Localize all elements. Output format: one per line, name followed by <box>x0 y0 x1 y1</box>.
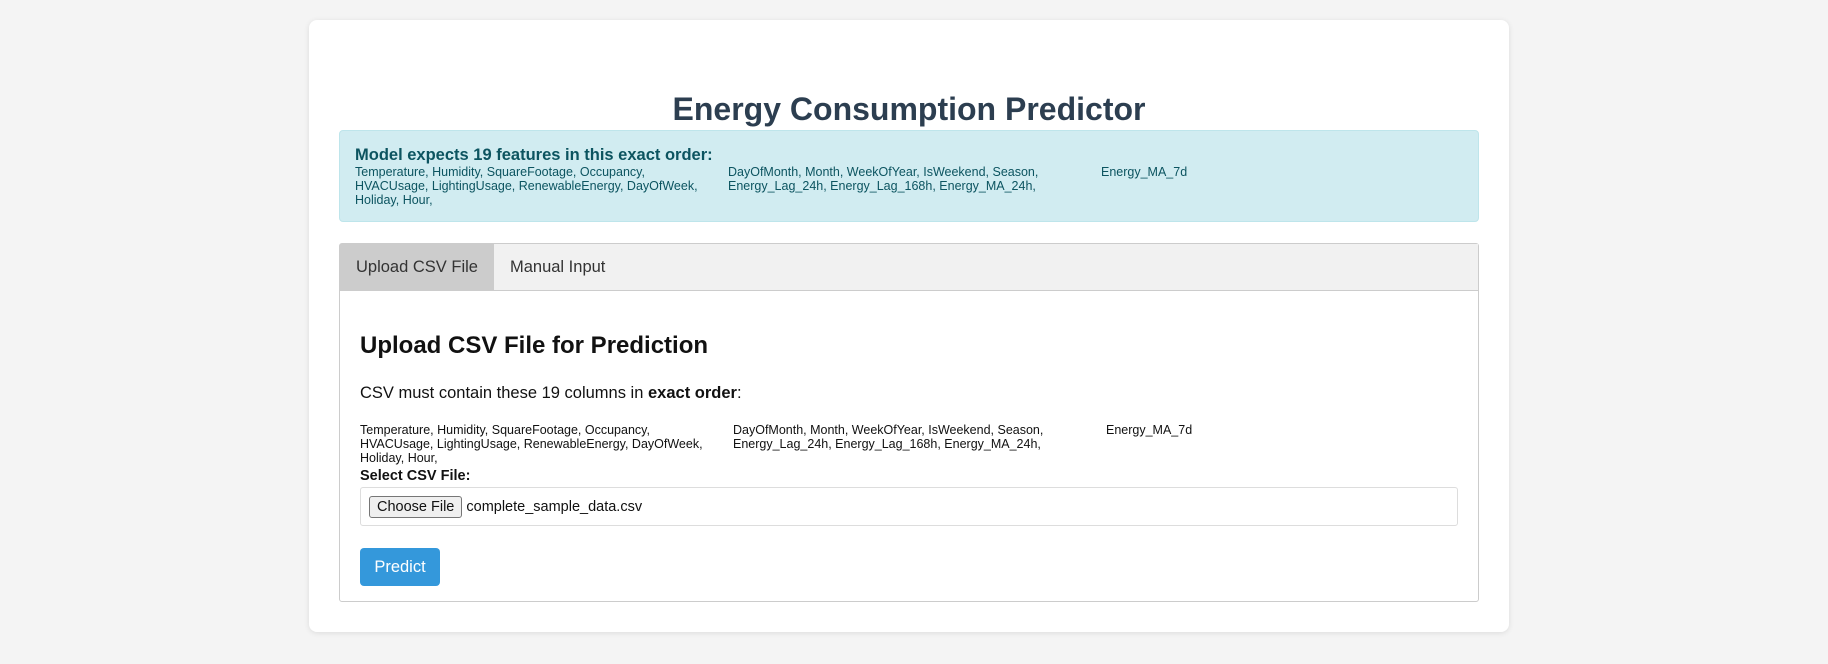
columns-note: CSV must contain these 19 columns in exa… <box>360 383 742 403</box>
csv-file-input[interactable]: Choose File complete_sample_data.csv <box>360 487 1458 526</box>
feature-info-box: Model expects 19 features in this exact … <box>339 130 1479 222</box>
feature-list: Temperature, Humidity, SquareFootage, Oc… <box>355 165 1225 207</box>
file-label: Select CSV File: <box>360 468 471 484</box>
columns-note-bold: exact order <box>647 384 737 402</box>
feature-info-heading: Model expects 19 features in this exact … <box>355 146 713 164</box>
columns-list: Temperature, Humidity, SquareFootage, Oc… <box>360 423 1230 465</box>
page-title: Energy Consumption Predictor <box>672 91 1146 127</box>
columns-note-prefix: CSV must contain these 19 columns in <box>360 384 648 402</box>
tab-manual-input[interactable]: Manual Input <box>509 258 606 276</box>
main-card: Energy Consumption Predictor Model expec… <box>309 20 1509 632</box>
choose-file-button[interactable]: Choose File <box>369 495 463 518</box>
tab-bar: Upload CSV File Manual Input <box>340 244 1478 291</box>
upload-heading: Upload CSV File for Prediction <box>360 332 709 359</box>
columns-list-col-2: DayOfMonth, Month, WeekOfYear, IsWeekend… <box>733 423 1044 451</box>
feature-list-col-2: DayOfMonth, Month, WeekOfYear, IsWeekend… <box>728 165 1039 193</box>
columns-note-suffix: : <box>736 384 742 402</box>
feature-list-col-3: Energy_MA_7d <box>1101 165 1188 179</box>
selected-file-name: complete_sample_data.csv <box>466 498 643 515</box>
columns-list-col-1: Temperature, Humidity, SquareFootage, Oc… <box>360 423 703 465</box>
feature-list-col-1: Temperature, Humidity, SquareFootage, Oc… <box>355 165 698 207</box>
tab-upload-csv[interactable]: Upload CSV File <box>340 244 494 290</box>
columns-list-col-3: Energy_MA_7d <box>1106 423 1193 437</box>
predict-button[interactable]: Predict <box>360 548 440 586</box>
tabs-panel: Upload CSV File Manual Input Upload CSV … <box>339 243 1479 602</box>
